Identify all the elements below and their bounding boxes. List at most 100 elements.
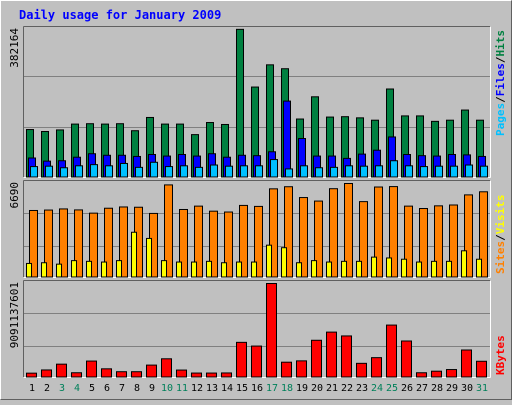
x-tick-label-day-2: 2: [44, 383, 50, 394]
bar-sites-day-29: [449, 204, 458, 278]
x-tick-label-day-9: 9: [149, 383, 155, 394]
x-tick-label-day-27: 27: [416, 383, 428, 394]
bar-sites-day-20: [314, 200, 323, 278]
bar-sites-day-26: [404, 205, 413, 278]
bar-sites-day-3: [59, 208, 68, 278]
x-axis-labels: 1 2 3 4 5 6 7 8 9 10 11 12 13 14 15 16 17 18 19 20 21 22 23 24 2…: [29, 383, 488, 394]
legend-top: Pages/Files/Hits: [494, 30, 507, 136]
x-tick-label-day-7: 7: [119, 383, 125, 394]
bars-top-panel: [26, 28, 488, 178]
bar-pages-day-19: [300, 165, 308, 178]
x-tick-label-day-17: 17: [266, 383, 278, 394]
legend-files: Files: [494, 63, 507, 96]
bar-pages-day-8: [135, 166, 143, 178]
bar-kbytes-day-4: [71, 372, 82, 378]
bar-pages-day-27: [420, 166, 428, 178]
bar-kbytes-day-11: [176, 369, 187, 378]
bar-kbytes-day-23: [356, 362, 367, 378]
bar-pages-day-29: [450, 165, 458, 178]
bar-kbytes-day-9: [146, 364, 157, 378]
x-tick-label-day-24: 24: [371, 383, 383, 394]
x-tick-label-day-23: 23: [356, 383, 368, 394]
bar-visits-day-21: [326, 261, 332, 278]
bar-visits-day-22: [341, 260, 347, 278]
bar-sites-day-12: [194, 205, 203, 278]
y-max-label-middle: 6690: [8, 182, 21, 209]
bar-sites-day-22: [344, 183, 353, 278]
bars-bottom-panel: [26, 283, 487, 378]
bar-sites-day-15: [239, 204, 248, 278]
chart-title: Daily usage for January 2009: [19, 8, 221, 22]
bar-visits-day-18: [281, 247, 287, 278]
bar-sites-day-18: [284, 186, 293, 278]
bar-visits-day-15: [236, 261, 242, 278]
bar-kbytes-day-25: [386, 324, 397, 378]
bar-pages-day-18: [285, 168, 293, 178]
bar-sites-day-30: [464, 194, 473, 278]
bar-sites-day-31: [479, 191, 488, 278]
bar-visits-day-3: [56, 263, 62, 278]
x-tick-label-day-16: 16: [251, 383, 263, 394]
bar-kbytes-day-24: [371, 357, 382, 378]
x-tick-label-day-25: 25: [386, 383, 398, 394]
x-tick-label-day-11: 11: [176, 383, 188, 394]
bar-kbytes-day-1: [26, 372, 37, 378]
legend-sites: Sites: [494, 241, 507, 274]
bar-visits-day-19: [296, 262, 302, 278]
x-tick-label-day-3: 3: [59, 383, 65, 394]
bar-sites-day-19: [299, 197, 308, 278]
x-tick-label-day-26: 26: [401, 383, 413, 394]
bar-pages-day-15: [240, 165, 248, 178]
bar-visits-day-28: [431, 260, 437, 278]
x-tick-label-day-6: 6: [104, 383, 110, 394]
bar-kbytes-day-31: [476, 360, 487, 378]
bar-pages-day-20: [315, 167, 323, 178]
x-tick-label-day-31: 31: [476, 383, 488, 394]
bar-kbytes-day-26: [401, 340, 412, 378]
bar-pages-day-21: [330, 166, 338, 178]
x-tick-label-day-12: 12: [191, 383, 203, 394]
bar-visits-day-25: [386, 257, 392, 278]
bar-pages-day-17: [270, 159, 278, 178]
x-tick-label-day-20: 20: [311, 383, 323, 394]
bar-pages-day-5: [90, 164, 98, 178]
bar-sites-day-16: [254, 205, 263, 278]
bar-kbytes-day-14: [221, 372, 232, 378]
bar-visits-day-7: [116, 260, 122, 278]
bar-pages-day-1: [30, 166, 38, 178]
bar-sites-day-5: [89, 212, 98, 278]
bar-sites-day-24: [374, 186, 383, 278]
legend-middle: Sites/Visits: [494, 195, 507, 275]
x-tick-label-day-18: 18: [281, 383, 293, 394]
bar-kbytes-day-16: [251, 345, 262, 378]
bar-visits-day-10: [161, 260, 167, 278]
legend-separator-1: /: [494, 96, 507, 103]
bar-files-day-18: [283, 100, 291, 178]
bar-sites-day-4: [74, 209, 83, 278]
y-max-label-bottom: 9091137601: [8, 282, 21, 348]
bar-kbytes-day-8: [131, 371, 142, 378]
x-tick-label-day-4: 4: [74, 383, 80, 394]
bar-kbytes-day-30: [461, 349, 472, 378]
legend-separator-3: /: [494, 234, 507, 241]
bar-sites-day-25: [389, 186, 398, 278]
bar-sites-day-7: [119, 206, 128, 278]
x-tick-label-day-22: 22: [341, 383, 353, 394]
bar-kbytes-day-13: [206, 372, 217, 378]
bar-visits-day-26: [401, 258, 407, 278]
x-tick-label-day-30: 30: [461, 383, 473, 394]
bar-visits-day-5: [86, 260, 92, 278]
bar-visits-day-11: [176, 261, 182, 278]
bar-sites-day-27: [419, 208, 428, 278]
x-tick-label-day-29: 29: [446, 383, 458, 394]
bar-kbytes-day-19: [296, 360, 307, 378]
bar-sites-day-13: [209, 210, 218, 278]
bar-kbytes-day-18: [281, 361, 292, 378]
bar-visits-day-30: [461, 250, 467, 278]
bar-visits-day-31: [476, 258, 482, 278]
bar-pages-day-16: [255, 165, 263, 178]
bar-pages-day-23: [360, 165, 368, 178]
bar-visits-day-9: [146, 237, 152, 278]
